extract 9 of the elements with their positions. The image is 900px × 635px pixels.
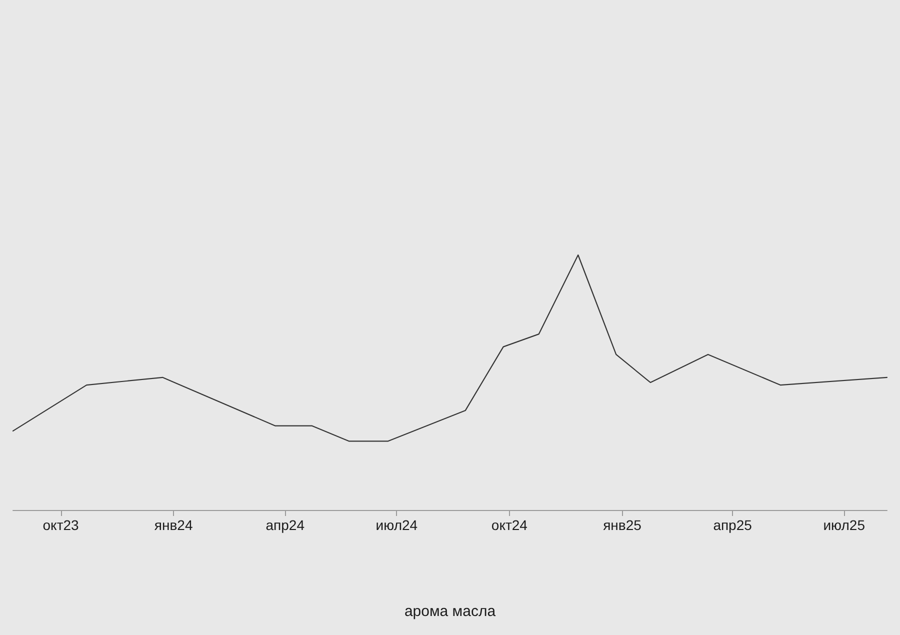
x-tick-label: июл25 <box>823 517 866 533</box>
x-tick-label: апр25 <box>713 517 752 533</box>
x-tick-label: апр24 <box>266 517 305 533</box>
x-tick-label: янв25 <box>603 517 642 533</box>
x-tick-label: янв24 <box>154 517 193 533</box>
x-tick-label: июл24 <box>376 517 418 533</box>
x-tick-label: окт23 <box>42 517 80 533</box>
x-tick-label: окт24 <box>491 517 528 533</box>
text: арома масла <box>404 603 496 620</box>
